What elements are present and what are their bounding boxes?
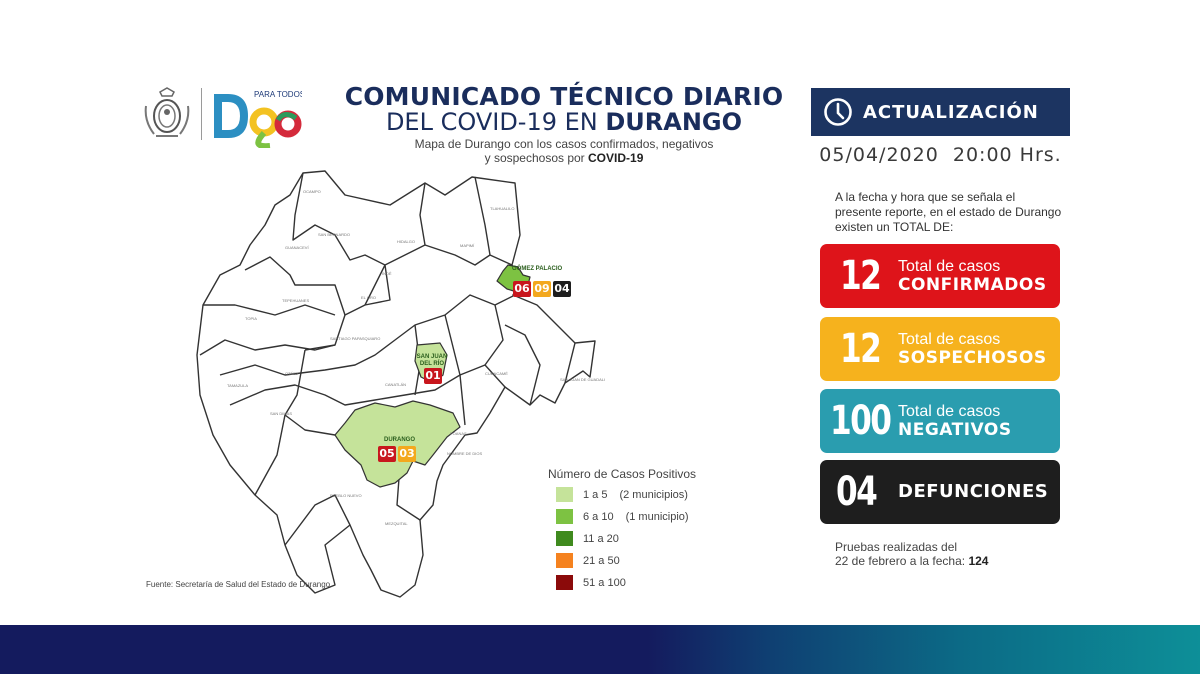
legend-range: 11 a 20 [583,532,619,545]
svg-text:SAN DIMAS: SAN DIMAS [270,411,292,416]
svg-text:OCAMPO: OCAMPO [303,189,321,194]
tests-line2: 22 de febrero a la fecha: 124 [835,554,1065,568]
municipality-durango [334,400,461,488]
legend-item: 6 a 10 (1 municipio) [556,509,689,524]
legend-item: 21 a 50 [556,553,620,568]
page-title-line2: DEL COVID-19 EN DURANGO [340,108,788,136]
update-label: ACTUALIZACIÓN [863,101,1039,123]
svg-text:OTÁEZ: OTÁEZ [285,371,299,376]
svg-text:GUANACEVÍ: GUANACEVÍ [285,245,309,250]
logo-divider [201,88,202,140]
badge-suspected: 03 [398,446,416,462]
title-bold: DURANGO [605,108,743,136]
stat-negative-line1: Total de casos [898,403,1001,420]
map-label-san-juan-del-rio: SAN JUAN DEL RÍO [416,354,448,367]
stat-negative-line2: NEGATIVOS [898,420,1012,440]
svg-text:SANTIAGO PAPASQUIARO: SANTIAGO PAPASQUIARO [330,336,380,341]
subtitle-regular: y sospechosos por [484,151,589,165]
svg-text:TOPIA: TOPIA [245,316,257,321]
svg-text:SAN BERNARDO: SAN BERNARDO [318,232,350,237]
badge-deaths: 04 [553,281,571,297]
legend-range: 51 a 100 [583,576,626,589]
intro-text: A la fecha y hora que se señala el prese… [835,190,1062,234]
svg-text:POANAS: POANAS [450,431,467,436]
svg-text:CUENCAMÉ: CUENCAMÉ [485,371,508,376]
tests-performed: Pruebas realizadas del 22 de febrero a l… [835,540,1065,568]
stat-deaths-label: DEFUNCIONES [898,481,1049,502]
update-datetime: 05/04/2020 20:00 Hrs. [819,144,1062,166]
badge-confirmed: 06 [513,281,531,297]
source-note: Fuente: Secretaría de Salud del Estado d… [146,580,333,589]
svg-text:CANATLÁN: CANATLÁN [385,382,406,387]
map-badge-gomez-palacio: 06 09 04 [513,281,571,297]
svg-text:SAN JUAN DE GUADALUPE: SAN JUAN DE GUADALUPE [560,377,605,382]
map-label-durango: DURANGO [384,437,415,443]
svg-text:TAMAZULA: TAMAZULA [227,383,248,388]
stat-confirmed-line1: Total de casos [898,258,1001,275]
svg-text:PARA TODOS: PARA TODOS [254,90,302,99]
subtitle-bold: COVID-19 [588,151,644,165]
stat-negative: 100 Total de casos NEGATIVOS [820,389,1060,453]
legend-swatch [556,553,573,568]
tests-count: 124 [968,554,989,568]
legend-item: 11 a 20 [556,531,619,546]
tests-line1: Pruebas realizadas del [835,540,958,554]
update-banner: ACTUALIZACIÓN [811,88,1070,136]
durango-municipalities-map: OCAMPO SAN BERNARDO HIDALGO MAPIMÍ TLAHU… [196,170,605,598]
map-label-gomez-palacio: GÓMEZ PALACIO [512,266,563,272]
stat-confirmed-line2: CONFIRMADOS [898,275,1047,295]
badge-confirmed: 05 [378,446,396,462]
svg-text:TLAHUALILO: TLAHUALILO [490,206,514,211]
stat-deaths: 04 DEFUNCIONES [820,460,1060,524]
page-title: COMUNICADO TÉCNICO DIARIO [344,82,784,111]
svg-text:HIDALGO: HIDALGO [397,239,415,244]
svg-text:MAPIMÍ: MAPIMÍ [460,243,475,248]
legend-swatch [556,509,573,524]
stat-confirmed-value: 12 [840,253,882,299]
stat-suspected-line1: Total de casos [898,331,1001,348]
badge-suspected: 09 [533,281,551,297]
legend-range: 21 a 50 [583,554,620,567]
legend-item: 51 a 100 [556,575,626,590]
stat-suspected-line2: SOSPECHOSOS [898,348,1047,368]
svg-text:NOMBRE DE DIOS: NOMBRE DE DIOS [447,451,482,456]
badge-confirmed: 01 [424,368,442,384]
tests-line2-text: 22 de febrero a la fecha: [835,554,969,568]
dgo-para-todos-logo: PARA TODOS [214,90,302,148]
legend-note: (1 municipio) [625,510,689,523]
stat-confirmed: 12 Total de casos CONFIRMADOS [820,244,1060,308]
map-badge-san-juan-del-rio: 01 [424,368,442,384]
coat-of-arms-icon [144,87,190,137]
map-badge-durango: 05 03 [378,446,416,462]
svg-text:INDÉ: INDÉ [382,271,392,276]
svg-text:PUEBLO NUEVO: PUEBLO NUEVO [330,493,362,498]
legend-swatch [556,575,573,590]
legend-title: Número de Casos Positivos [548,467,697,481]
subtitle-line2: y sospechosos por COVID-19 [340,151,788,165]
legend-swatch [556,487,573,502]
svg-text:TEPEHUANES: TEPEHUANES [282,298,309,303]
subtitle-line1: Mapa de Durango con los casos confirmado… [414,137,714,151]
svg-text:MEZQUITAL: MEZQUITAL [385,521,408,526]
legend-swatch [556,531,573,546]
stat-negative-value: 100 [830,398,892,444]
clock-icon [824,98,852,126]
legend-item: 1 a 5 (2 municipios) [556,487,688,502]
legend-range: 1 a 5 [583,488,608,501]
footer-band [0,625,1200,674]
stat-suspected-value: 12 [840,326,882,372]
svg-text:EL ORO: EL ORO [361,295,376,300]
stat-suspected: 12 Total de casos SOSPECHOSOS [820,317,1060,381]
title-regular: DEL COVID-19 EN [385,108,606,136]
legend-range: 6 a 10 [583,510,614,523]
legend-note: (2 municipios) [619,488,688,501]
stat-deaths-value: 04 [836,469,878,515]
